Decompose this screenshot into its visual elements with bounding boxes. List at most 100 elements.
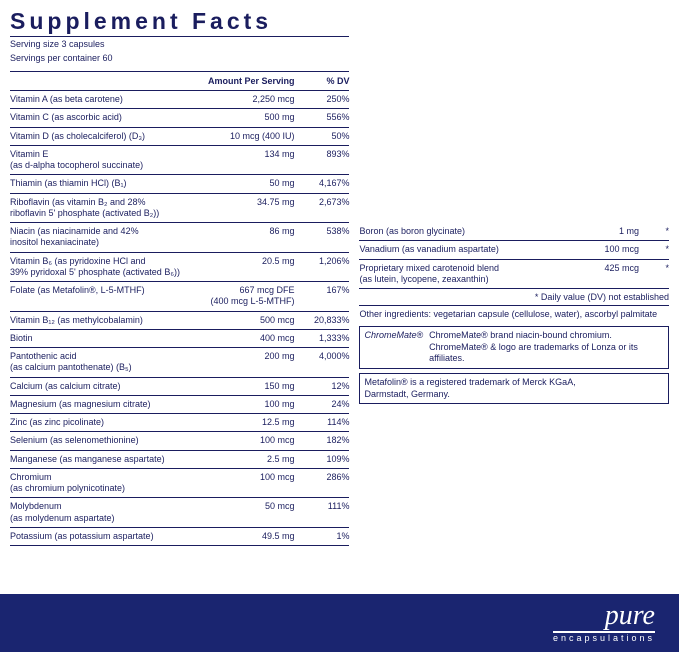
- nutrient-dv: 2,673%: [294, 197, 349, 207]
- footer-bar: pure encapsulations: [0, 594, 679, 652]
- nutrient-name: Potassium (as potassium aspartate): [10, 531, 184, 542]
- nutrient-name: Vitamin E (as d-alpha tocopherol succina…: [10, 149, 184, 172]
- table-row: Boron (as boron glycinate)1 mg*: [359, 223, 669, 241]
- nutrient-name: Thiamin (as thiamin HCl) (B₁): [10, 178, 184, 189]
- nutrient-name: Vitamin B₆ (as pyridoxine HCl and 39% py…: [10, 256, 184, 279]
- serving-size: Serving size 3 capsules: [10, 37, 349, 51]
- nutrient-dv: 893%: [294, 149, 349, 159]
- table-row: Molybdenum (as molydenum aspartate)50 mc…: [10, 498, 349, 528]
- header-dv: % DV: [294, 76, 349, 86]
- facts-panel-right: Boron (as boron glycinate)1 mg*Vanadium …: [359, 8, 669, 546]
- nutrient-amount: 10 mcg (400 IU): [184, 131, 294, 142]
- table-row: Proprietary mixed carotenoid blend (as l…: [359, 260, 669, 290]
- nutrient-dv: 50%: [294, 131, 349, 141]
- nutrient-name: Molybdenum (as molydenum aspartate): [10, 501, 184, 524]
- nutrient-name: Riboflavin (as vitamin B₂ and 28% ribofl…: [10, 197, 184, 220]
- metafolin-box: Metafolin® is a registered trademark of …: [359, 373, 669, 404]
- nutrient-name: Pantothenic acid (as calcium pantothenat…: [10, 351, 184, 374]
- table-row: Vitamin D (as cholecalciferol) (D₃)10 mc…: [10, 128, 349, 146]
- facts-panel-left: Supplement Facts Serving size 3 capsules…: [10, 8, 349, 546]
- nutrient-dv: 12%: [294, 381, 349, 391]
- supplement-facts-title: Supplement Facts: [10, 8, 349, 37]
- nutrient-dv: 286%: [294, 472, 349, 482]
- table-row: Selenium (as selenomethionine)100 mcg182…: [10, 432, 349, 450]
- table-row: Vitamin C (as ascorbic acid)500 mg556%: [10, 109, 349, 127]
- brand-main: pure: [553, 603, 655, 633]
- nutrient-dv: 250%: [294, 94, 349, 104]
- nutrient-amount: 200 mg: [184, 351, 294, 362]
- chromemate-box: ChromeMate® ChromeMate® brand niacin-bou…: [359, 326, 669, 369]
- nutrient-dv: 24%: [294, 399, 349, 409]
- nutrient-amount: 50 mg: [184, 178, 294, 189]
- nutrient-dv: *: [639, 226, 669, 237]
- nutrient-amount: 134 mg: [184, 149, 294, 160]
- nutrient-name: Calcium (as calcium citrate): [10, 381, 184, 392]
- nutrient-dv: 538%: [294, 226, 349, 236]
- chromemate-label: ChromeMate®: [364, 330, 423, 365]
- table-row: Riboflavin (as vitamin B₂ and 28% ribofl…: [10, 194, 349, 224]
- nutrient-dv: 109%: [294, 454, 349, 464]
- nutrient-amount: 100 mcg: [579, 244, 639, 255]
- nutrient-dv: *: [639, 263, 669, 286]
- nutrient-amount: 2.5 mg: [184, 454, 294, 465]
- nutrient-amount: 150 mg: [184, 381, 294, 392]
- table-row: Biotin400 mcg1,333%: [10, 330, 349, 348]
- header-row: Amount Per Serving % DV: [10, 71, 349, 91]
- nutrient-dv: 4,167%: [294, 178, 349, 188]
- table-row: Manganese (as manganese aspartate)2.5 mg…: [10, 451, 349, 469]
- nutrient-amount: 667 mcg DFE (400 mcg L-5-MTHF): [184, 285, 294, 308]
- table-row: Magnesium (as magnesium citrate)100 mg24…: [10, 396, 349, 414]
- other-ingredients: Other ingredients: vegetarian capsule (c…: [359, 306, 669, 322]
- table-row: Potassium (as potassium aspartate)49.5 m…: [10, 528, 349, 546]
- nutrient-dv: 20,833%: [294, 315, 349, 325]
- nutrient-name: Vanadium (as vanadium aspartate): [359, 244, 579, 255]
- table-row: Thiamin (as thiamin HCl) (B₁)50 mg4,167%: [10, 175, 349, 193]
- chromemate-text: ChromeMate® brand niacin-bound chromium.…: [429, 330, 664, 365]
- table-row: Vanadium (as vanadium aspartate)100 mcg*: [359, 241, 669, 259]
- nutrient-name: Vitamin B₁₂ (as methylcobalamin): [10, 315, 184, 326]
- nutrient-amount: 100 mcg: [184, 472, 294, 483]
- nutrient-dv: 4,000%: [294, 351, 349, 361]
- table-row: Vitamin B₁₂ (as methylcobalamin)500 mcg2…: [10, 312, 349, 330]
- table-row: Folate (as Metafolin®, L-5-MTHF)667 mcg …: [10, 282, 349, 312]
- nutrient-name: Vitamin D (as cholecalciferol) (D₃): [10, 131, 184, 142]
- nutrient-dv: 556%: [294, 112, 349, 122]
- table-row: Calcium (as calcium citrate)150 mg12%: [10, 378, 349, 396]
- nutrient-amount: 12.5 mg: [184, 417, 294, 428]
- nutrient-dv: 1,206%: [294, 256, 349, 266]
- nutrient-name: Magnesium (as magnesium citrate): [10, 399, 184, 410]
- nutrient-amount: 34.75 mg: [184, 197, 294, 208]
- brand-sub: encapsulations: [553, 633, 655, 643]
- nutrient-dv: 182%: [294, 435, 349, 445]
- nutrient-amount: 400 mcg: [184, 333, 294, 344]
- table-row: Niacin (as niacinamide and 42% inositol …: [10, 223, 349, 253]
- brand-logo: pure encapsulations: [553, 603, 655, 643]
- nutrient-amount: 49.5 mg: [184, 531, 294, 542]
- nutrient-dv: 111%: [294, 501, 349, 511]
- nutrient-name: Manganese (as manganese aspartate): [10, 454, 184, 465]
- nutrient-name: Chromium (as chromium polynicotinate): [10, 472, 184, 495]
- nutrient-dv: 1%: [294, 531, 349, 541]
- table-row: Vitamin A (as beta carotene)2,250 mcg250…: [10, 91, 349, 109]
- table-row: Chromium (as chromium polynicotinate)100…: [10, 469, 349, 499]
- nutrient-dv: 1,333%: [294, 333, 349, 343]
- dv-note: * Daily value (DV) not established: [359, 289, 669, 306]
- nutrient-amount: 500 mg: [184, 112, 294, 123]
- nutrient-name: Biotin: [10, 333, 184, 344]
- nutrient-name: Boron (as boron glycinate): [359, 226, 579, 237]
- nutrient-name: Zinc (as zinc picolinate): [10, 417, 184, 428]
- nutrient-name: Vitamin C (as ascorbic acid): [10, 112, 184, 123]
- servings-per-container: Servings per container 60: [10, 51, 349, 65]
- nutrient-name: Vitamin A (as beta carotene): [10, 94, 184, 105]
- nutrient-amount: 20.5 mg: [184, 256, 294, 267]
- nutrient-name: Selenium (as selenomethionine): [10, 435, 184, 446]
- nutrient-amount: 100 mcg: [184, 435, 294, 446]
- nutrient-amount: 50 mcg: [184, 501, 294, 512]
- header-amount: Amount Per Serving: [184, 76, 294, 86]
- nutrient-amount: 500 mcg: [184, 315, 294, 326]
- nutrient-amount: 86 mg: [184, 226, 294, 237]
- nutrient-amount: 425 mcg: [579, 263, 639, 286]
- table-row: Pantothenic acid (as calcium pantothenat…: [10, 348, 349, 378]
- nutrient-dv: 167%: [294, 285, 349, 295]
- table-row: Vitamin E (as d-alpha tocopherol succina…: [10, 146, 349, 176]
